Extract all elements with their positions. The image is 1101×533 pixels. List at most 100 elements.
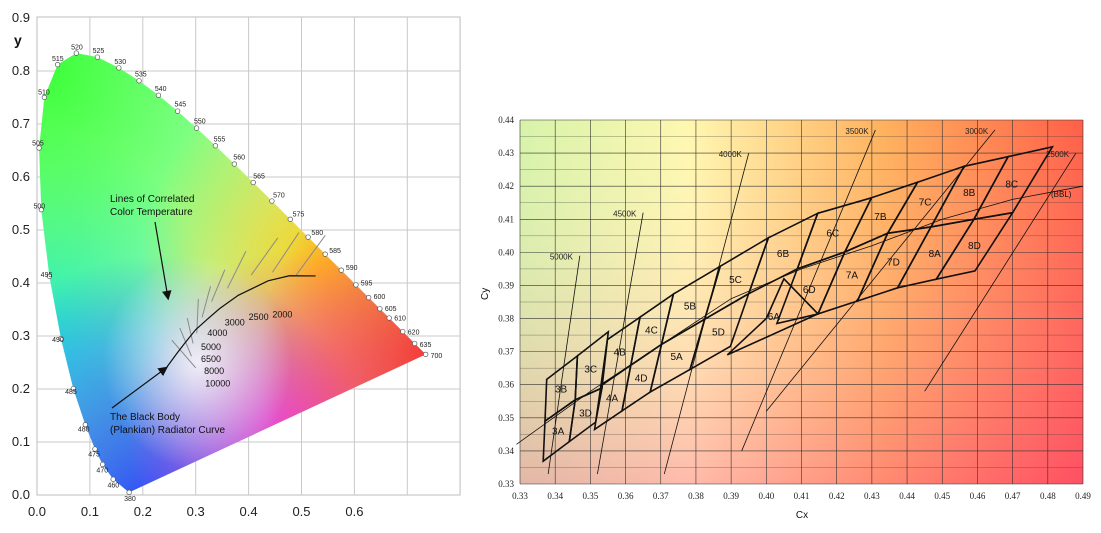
right-x-tick-label: 0.42	[829, 491, 845, 501]
bin-label: 7C	[919, 198, 932, 209]
cct-value-label: 2000	[272, 309, 292, 319]
cct-value-label: 8000	[204, 366, 224, 376]
wavelength-label: 525	[93, 48, 105, 55]
cct-value-label: 2500	[249, 312, 269, 322]
bbl-label: (BBL)	[1051, 190, 1072, 199]
wavelength-marker	[54, 61, 61, 68]
right-x-tick-label: 0.43	[864, 491, 880, 501]
right-axis-ticks: 0.33 0.34 0.35 0.36 0.37 0.38 0.39 0.40 0.41 0.42…	[498, 115, 1091, 501]
wavelength-marker	[174, 108, 181, 114]
planck-label-2: (Plankian) Radiator Curve	[110, 425, 225, 436]
right-y-tick-label: 0.41	[498, 214, 514, 224]
right-y-tick-label: 0.38	[498, 314, 514, 324]
wavelength-marker	[322, 251, 328, 257]
bin-label: 7D	[887, 258, 900, 269]
wavelength-label: 510	[38, 89, 50, 96]
left-x-tick-label: 0.2	[134, 504, 152, 519]
isotherm-label: 4000K	[719, 150, 743, 159]
bin-label: 3A	[552, 426, 565, 437]
planck-label-1: The Black Body	[110, 412, 180, 423]
left-x-tick-label: 0.4	[240, 504, 258, 519]
bin-quad	[726, 277, 820, 356]
bin-label: 4C	[645, 326, 658, 337]
bin-label: 7A	[846, 271, 859, 282]
bin-quad	[688, 291, 751, 372]
wavelength-label: 460	[107, 483, 119, 490]
cct-isotherm-line	[250, 237, 279, 276]
right-y-tick-label: 0.43	[498, 148, 514, 158]
right-y-tick-label: 0.39	[498, 280, 514, 290]
wavelength-marker	[99, 461, 106, 468]
wavelength-marker	[400, 328, 406, 335]
cct-value-label: 10000	[205, 378, 230, 388]
right-x-axis-label: Cx	[796, 510, 808, 521]
wavelength-label: 505	[32, 141, 44, 148]
wavelength-label: 500	[33, 203, 45, 210]
wavelength-label: 700	[431, 353, 443, 360]
wavelength-label: 380	[124, 496, 136, 503]
wavelength-marker	[386, 315, 392, 321]
right-x-tick-label: 0.49	[1075, 491, 1091, 501]
right-x-tick-label: 0.48	[1040, 491, 1056, 501]
right-x-tick-label: 0.47	[1005, 491, 1021, 501]
wavelength-marker	[287, 216, 293, 222]
left-y-tick-label: 0.1	[12, 434, 30, 449]
wavelength-marker	[353, 282, 359, 288]
wavelength-marker	[412, 340, 418, 347]
cct-isotherm-line	[295, 235, 326, 276]
left-y-axis-label: y	[14, 32, 22, 48]
cct-isotherm-line	[211, 269, 226, 302]
bin-label: 8D	[968, 241, 981, 252]
wavelength-label: 540	[155, 86, 167, 93]
wavelength-label: 635	[420, 342, 432, 349]
bin-label: 4A	[606, 393, 619, 404]
isotherm-line	[924, 152, 1077, 392]
isotherm-label: 2500K	[1046, 150, 1070, 159]
wavelength-marker	[423, 351, 429, 358]
wavelength-marker	[338, 267, 344, 273]
right-y-axis-label: Cy	[480, 288, 491, 300]
right-y-tick-label: 0.37	[498, 347, 514, 357]
right-y-tick-label: 0.44	[498, 115, 514, 125]
wavelength-marker	[212, 143, 219, 149]
right-x-tick-label: 0.34	[547, 491, 563, 501]
left-x-tick-label: 0.1	[81, 504, 99, 519]
cct-value-label: 4000	[207, 328, 227, 338]
bin-label: 3D	[579, 408, 592, 419]
planck-pointer-arrow	[111, 366, 168, 409]
left-y-tick-label: 0.6	[12, 169, 30, 184]
wavelength-label: 570	[273, 192, 285, 199]
spectral-markers: 380 460 470 475 480 485 490 495 500 505 510 515 520 5…	[32, 44, 442, 503]
isotherm-lines: 5000K 4500K 4000K 3500K 3000K 2500K	[547, 127, 1077, 475]
cct-value-label: 6500	[201, 354, 221, 364]
bin-label: 3C	[584, 364, 597, 375]
wavelength-label: 495	[41, 272, 53, 279]
wavelength-marker	[70, 385, 76, 392]
isotherm-line	[597, 212, 644, 475]
cct-value-label: 5000	[201, 342, 221, 352]
wavelength-label: 555	[214, 136, 226, 143]
right-x-tick-label: 0.45	[934, 491, 950, 501]
cct-isotherm-line	[196, 298, 199, 334]
cct-lines-label-2: Color Temperature	[110, 207, 193, 218]
wavelength-label: 475	[88, 452, 100, 459]
isotherm-label: 3500K	[845, 127, 869, 136]
wavelength-label: 595	[361, 281, 373, 288]
cct-isotherm-line	[201, 286, 211, 318]
wavelength-label: 535	[135, 72, 147, 79]
bin-label: 5B	[684, 301, 697, 312]
isotherm-line	[766, 129, 996, 412]
wavelength-marker	[94, 54, 101, 60]
right-y-tick-label: 0.34	[498, 446, 514, 456]
wavelength-label: 605	[385, 306, 397, 313]
right-y-tick-label: 0.33	[498, 479, 514, 489]
wavelength-label: 560	[233, 155, 245, 162]
bin-label: 3B	[555, 385, 568, 396]
wavelength-label: 600	[374, 294, 386, 301]
wavelength-label: 580	[311, 230, 323, 237]
wavelength-marker	[250, 179, 256, 186]
left-axis-ticks: 0.0 0.1 0.2 0.3 0.4 0.5 0.6 0.0 0.1 0.2 0.3 0.4 0.5 0…	[12, 10, 364, 519]
right-y-tick-label: 0.40	[498, 247, 514, 257]
wavelength-marker	[82, 422, 88, 428]
